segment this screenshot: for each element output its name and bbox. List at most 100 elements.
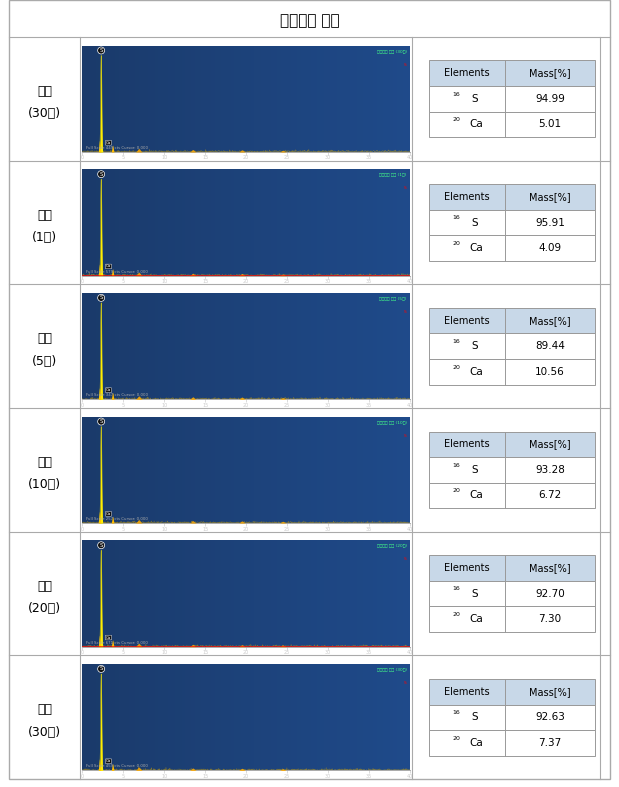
Text: 16: 16: [452, 216, 460, 220]
Bar: [261, 541, 264, 647]
Bar: [429, 704, 595, 730]
Bar: [135, 46, 139, 152]
Bar: [340, 46, 344, 152]
Text: 7.30: 7.30: [539, 614, 561, 624]
Text: Full Scale 449 cts Cursor: 0.000: Full Scale 449 cts Cursor: 0.000: [85, 146, 147, 150]
Bar: [85, 169, 89, 275]
Bar: [311, 169, 314, 275]
Bar: [119, 541, 122, 647]
Bar: [370, 541, 373, 647]
Bar: [271, 664, 274, 770]
Text: Ca: Ca: [469, 243, 483, 253]
Bar: [92, 417, 95, 523]
Bar: [383, 417, 387, 523]
Bar: [429, 581, 595, 606]
Bar: [92, 293, 95, 399]
Bar: [267, 169, 271, 275]
Bar: [132, 541, 135, 647]
Bar: [99, 169, 102, 275]
Bar: [271, 417, 274, 523]
Bar: [158, 293, 162, 399]
Bar: [89, 293, 92, 399]
Bar: [429, 457, 595, 482]
Bar: [215, 46, 218, 152]
Bar: [258, 293, 261, 399]
Bar: [304, 46, 307, 152]
Bar: [393, 417, 397, 523]
Bar: [215, 293, 218, 399]
Bar: [340, 169, 344, 275]
Bar: [92, 664, 95, 770]
Bar: [294, 46, 297, 152]
Bar: [277, 541, 281, 647]
Bar: [221, 46, 225, 152]
Bar: [350, 664, 353, 770]
Bar: [429, 334, 595, 359]
Bar: [208, 541, 211, 647]
Text: Mass[%]: Mass[%]: [529, 192, 571, 202]
Bar: [135, 664, 139, 770]
Bar: [221, 417, 225, 523]
Bar: [353, 541, 357, 647]
Bar: [85, 664, 89, 770]
Bar: [115, 664, 119, 770]
Bar: [350, 46, 353, 152]
Bar: [208, 293, 211, 399]
Bar: [390, 417, 393, 523]
Bar: [89, 541, 92, 647]
Bar: [231, 46, 235, 152]
Bar: [429, 112, 595, 137]
Bar: [218, 664, 221, 770]
Bar: [297, 664, 301, 770]
Bar: [317, 46, 321, 152]
Bar: [248, 417, 251, 523]
Bar: [142, 169, 145, 275]
Bar: [258, 169, 261, 275]
Text: Elements: Elements: [444, 439, 490, 449]
Bar: [241, 664, 245, 770]
Bar: [245, 664, 248, 770]
Bar: [331, 169, 334, 275]
Bar: [334, 541, 337, 647]
Bar: [248, 541, 251, 647]
Bar: [122, 46, 125, 152]
Bar: [195, 46, 198, 152]
Bar: [311, 417, 314, 523]
Bar: [254, 169, 258, 275]
Bar: [337, 664, 340, 770]
Bar: [264, 46, 267, 152]
Bar: [175, 417, 178, 523]
Bar: [152, 169, 155, 275]
Bar: [367, 46, 370, 152]
Bar: [188, 417, 191, 523]
Text: 16: 16: [452, 339, 460, 344]
Bar: [254, 541, 258, 647]
Bar: [377, 664, 380, 770]
Bar: [245, 417, 248, 523]
Text: S: S: [404, 434, 407, 438]
Bar: [112, 46, 115, 152]
Bar: [429, 210, 595, 235]
Bar: [228, 541, 231, 647]
Bar: [281, 169, 284, 275]
Bar: [254, 664, 258, 770]
Bar: [129, 664, 132, 770]
Text: S: S: [471, 342, 478, 351]
Bar: [132, 169, 135, 275]
Bar: [284, 169, 287, 275]
Bar: [327, 293, 331, 399]
Text: 16: 16: [452, 710, 460, 715]
Bar: [258, 417, 261, 523]
Bar: [261, 169, 264, 275]
Bar: [287, 46, 291, 152]
Bar: [235, 46, 238, 152]
Bar: [198, 293, 201, 399]
Bar: [241, 541, 245, 647]
Bar: [284, 664, 287, 770]
Bar: [135, 169, 139, 275]
Bar: [102, 293, 105, 399]
Bar: [314, 169, 317, 275]
Bar: [185, 293, 188, 399]
Text: S: S: [100, 48, 103, 53]
Bar: [235, 664, 238, 770]
